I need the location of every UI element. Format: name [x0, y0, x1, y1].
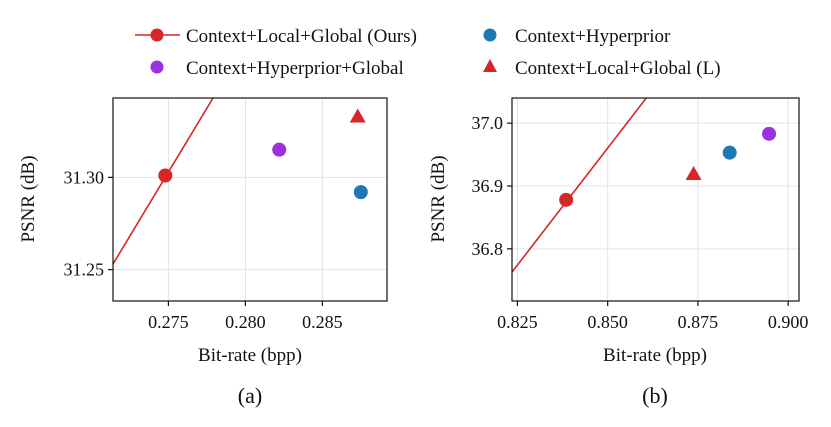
panel-b-xtick-label: 0.825	[497, 312, 538, 332]
legend-entry-ours: Context+Local+Global (Ours)	[135, 26, 417, 47]
panel-b-point-context-hyperprior	[722, 145, 737, 160]
panel-b-xtick-label: 0.875	[678, 312, 719, 332]
legend-hyperprior-marker	[483, 28, 497, 42]
panel-b-point-context-local-global-ours	[559, 192, 574, 207]
panel-b-ytick-label: 37.0	[472, 113, 504, 133]
panel-b: 0.825 0.850 0.875 0.900 36.8 36.9 37.0 Bit-rat…	[428, 97, 809, 408]
legend-ours-label: Context+Local+Global (Ours)	[186, 26, 417, 47]
panel-b-point-context-hyperprior-global	[762, 126, 777, 141]
panel-b-ticks: 0.825 0.850 0.875 0.900 36.8 36.9 37.0	[472, 113, 809, 332]
panel-b-point-context-local-global-l	[685, 166, 702, 181]
panel-a: 0.275 0.280 0.285 31.25 31.30 Bit-rate (bpp)…	[18, 97, 388, 408]
panel-a-ytick-label: 31.30	[64, 167, 105, 187]
legend-entry-local-global-l: Context+Local+Global (L)	[483, 58, 721, 79]
panel-a-plot	[113, 98, 368, 265]
panel-a-point-context-hyperprior-global	[272, 142, 287, 157]
panel-a-xlabel: Bit-rate (bpp)	[198, 345, 302, 366]
legend-entry-hyperprior-global: Context+Hyperprior+Global	[150, 58, 404, 79]
panel-b-xtick-label: 0.850	[587, 312, 628, 332]
panel-b-ytick-label: 36.8	[472, 239, 504, 259]
panel-a-xtick-label: 0.285	[302, 312, 343, 332]
legend: Context+Local+Global (Ours) Context+Hype…	[135, 26, 721, 79]
panel-a-ylabel: PSNR (dB)	[18, 155, 39, 242]
panel-b-ytick-label: 36.9	[472, 176, 504, 196]
panel-b-grid	[512, 98, 799, 301]
panel-a-grid	[113, 98, 387, 301]
legend-local-global-l-marker	[483, 59, 497, 72]
panel-a-point-context-local-global-l	[349, 108, 366, 123]
panel-a-ticks: 0.275 0.280 0.285 31.25 31.30	[64, 167, 343, 332]
panel-a-point-context-hyperprior	[353, 185, 368, 200]
panel-a-frame	[112, 97, 388, 302]
panel-b-ylabel: PSNR (dB)	[428, 155, 449, 242]
panel-a-ytick-label: 31.25	[64, 260, 105, 280]
panel-b-caption: (b)	[642, 383, 668, 408]
legend-hyperprior-global-marker	[150, 60, 164, 74]
panel-b-plot	[512, 98, 777, 273]
legend-ours-marker	[150, 28, 164, 42]
panel-b-line-context-local-global-ours	[512, 98, 647, 273]
panel-b-xtick-label: 0.900	[768, 312, 809, 332]
legend-hyperprior-global-label: Context+Hyperprior+Global	[186, 58, 404, 79]
legend-local-global-l-label: Context+Local+Global (L)	[515, 58, 721, 79]
panel-a-caption: (a)	[238, 383, 262, 408]
panel-b-xlabel: Bit-rate (bpp)	[603, 345, 707, 366]
panel-a-xtick-label: 0.275	[148, 312, 189, 332]
panel-a-point-context-local-global-ours	[158, 168, 173, 183]
legend-hyperprior-label: Context+Hyperprior	[515, 26, 671, 47]
panel-b-frame	[511, 97, 800, 302]
legend-entry-hyperprior: Context+Hyperprior	[483, 26, 671, 47]
panel-a-xtick-label: 0.280	[225, 312, 266, 332]
